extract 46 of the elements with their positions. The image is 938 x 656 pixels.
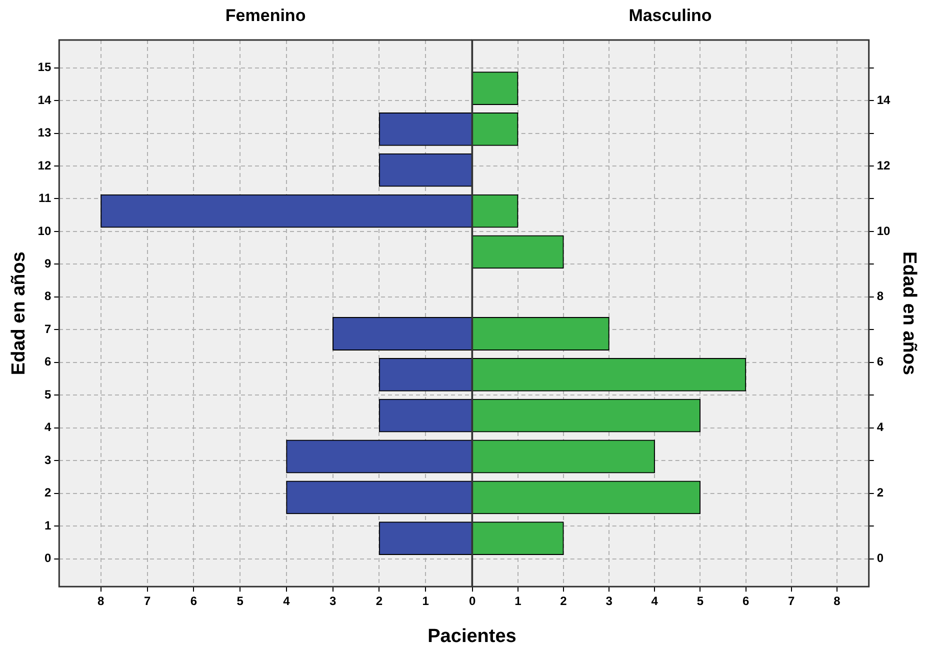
y-tick-label: 1: [44, 518, 52, 532]
y-tick-label: 6: [876, 354, 884, 369]
x-tick-label: 2: [560, 594, 567, 608]
x-tick-label: 4: [650, 594, 658, 608]
y-axis-title: Edad en años: [8, 252, 30, 376]
x-tick-label: 5: [236, 594, 244, 608]
y-tick-label: 7: [44, 322, 52, 336]
y-tick-label: 13: [38, 126, 52, 140]
x-tick-label: 0: [468, 594, 476, 608]
y-tick-label: 9: [44, 256, 52, 271]
x-tick-label: 7: [144, 594, 151, 608]
chart-title: Masculino: [628, 6, 712, 26]
y-tick-label: 0: [44, 551, 52, 566]
x-tick-label: 8: [98, 594, 105, 608]
x-tick-label: 2: [376, 594, 383, 608]
chart-title: Femenino: [225, 6, 306, 26]
x-tick-label: 1: [514, 594, 522, 608]
y-tick-label: 14: [876, 92, 890, 107]
y-tick-label: 0: [876, 551, 884, 566]
x-tick-label: 1: [422, 594, 430, 608]
y-tick-label: 8: [876, 289, 884, 304]
y-tick-label: 3: [44, 452, 52, 467]
x-tick-label: 3: [329, 594, 336, 608]
x-tick-label: 5: [696, 594, 704, 608]
y-tick-label: 4: [44, 420, 52, 434]
x-tick-label: 8: [833, 594, 840, 608]
y-tick-label: 12: [38, 158, 52, 172]
y-tick-label: 6: [44, 354, 52, 369]
y-tick-label: 8: [44, 289, 52, 304]
y-tick-label: 10: [38, 224, 52, 238]
y-tick-label: 11: [38, 191, 52, 206]
x-axis-title: Pacientes: [428, 626, 516, 648]
x-tick-label: 3: [605, 594, 612, 608]
y-tick-label: 15: [38, 60, 52, 74]
y-tick-label: 2: [876, 486, 884, 500]
y-tick-label: 10: [876, 224, 890, 238]
x-tick-label: 6: [190, 594, 198, 608]
y-tick-label: 5: [44, 387, 52, 402]
y-tick-label: 2: [44, 486, 52, 500]
x-tick-label: 6: [742, 594, 750, 608]
y-tick-label: 14: [38, 92, 52, 107]
y-tick-label: 12: [876, 158, 890, 172]
y-axis-title: Edad en años: [898, 252, 920, 376]
x-tick-label: 7: [788, 594, 795, 608]
y-tick-label: 4: [876, 420, 884, 434]
x-tick-label: 4: [283, 594, 290, 608]
